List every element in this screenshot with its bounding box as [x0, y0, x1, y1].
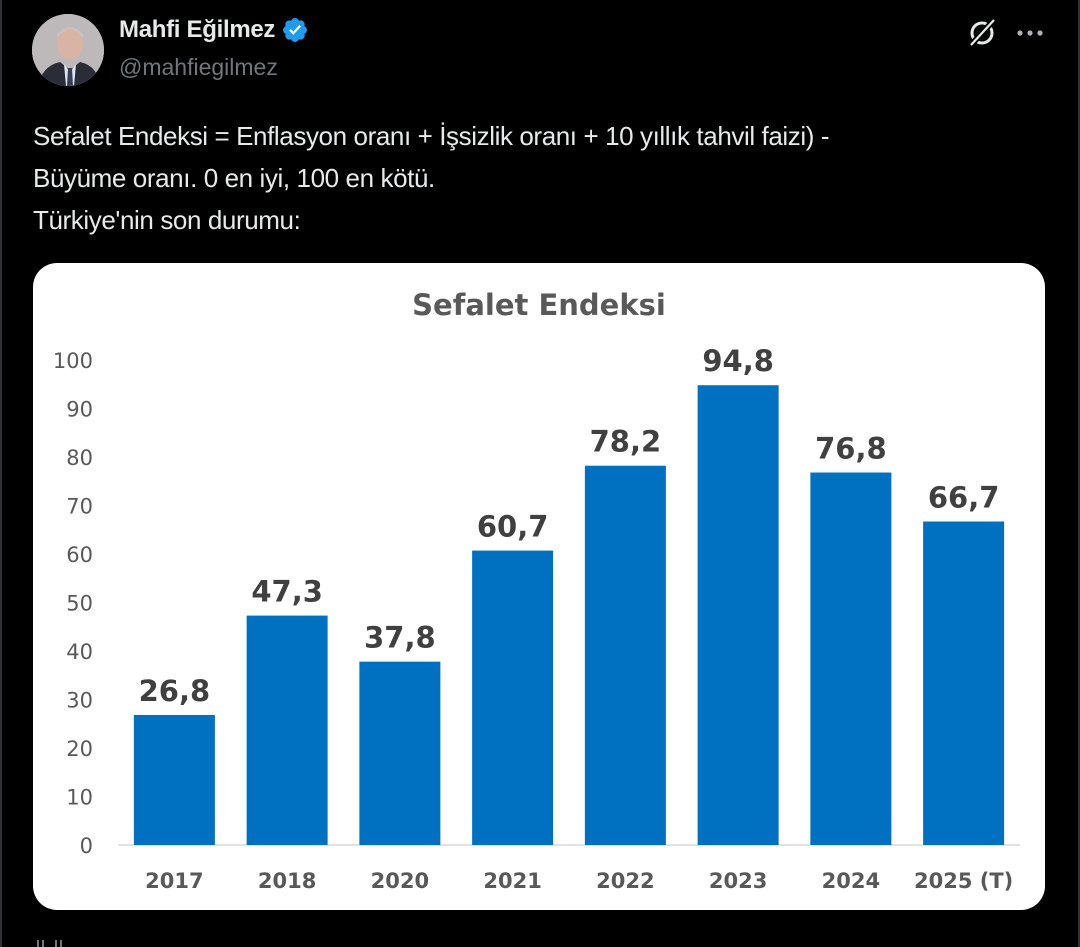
data-label: 26,8 [139, 674, 211, 708]
x-tick-label: 2018 [258, 869, 316, 893]
y-tick-label: 0 [80, 834, 93, 858]
y-tick-label: 50 [66, 592, 93, 616]
author-name-row[interactable]: Mahfi Eğilmez [119, 16, 309, 44]
x-tick-label: 2021 [483, 869, 541, 893]
x-tick-label: 2022 [596, 869, 654, 893]
bar-chart: Sefalet Endeksi 0 10 20 30 40 50 60 70 80 90 100 2… [53, 288, 1020, 893]
y-tick-label: 100 [53, 349, 93, 373]
tweet-line: Türkiye'nin son durumu: [33, 205, 301, 235]
verified-badge-icon [283, 18, 308, 42]
data-label: 94,8 [702, 344, 774, 378]
grok-icon[interactable] [965, 16, 999, 50]
tweet-text: Sefalet Endeksi = Enflasyon oranı + İşsi… [33, 115, 1043, 241]
bar-2022 [584, 465, 666, 845]
x-tick-label: 2025 (T) [914, 869, 1013, 893]
cut-off-footer-icon [37, 940, 62, 947]
x-tick-label: 2024 [822, 869, 880, 893]
timeline-border-left [0, 0, 2, 947]
x-tick-label: 2020 [371, 869, 429, 893]
bar-2025 (T) [923, 521, 1005, 845]
avatar[interactable] [32, 14, 104, 86]
bar-2018 [246, 615, 328, 845]
tweet-line: Sefalet Endeksi = Enflasyon oranı + İşsi… [33, 121, 830, 151]
x-tick-label: 2023 [709, 869, 767, 893]
data-label: 66,7 [928, 481, 1000, 515]
y-tick-label: 90 [66, 398, 93, 422]
avatar-photo-icon [32, 14, 104, 86]
bar-2021 [472, 550, 554, 845]
author-handle[interactable]: @mahfiegilmez [119, 54, 278, 80]
timeline-border-right [1078, 0, 1080, 947]
chart-image-card[interactable]: Sefalet Endeksi 0 10 20 30 40 50 60 70 80 90 100 2… [33, 263, 1045, 910]
data-label: 47,3 [251, 575, 323, 609]
author-name[interactable]: Mahfi Eğilmez [119, 16, 276, 43]
y-tick-label: 80 [66, 446, 93, 470]
y-tick-label: 20 [66, 737, 93, 761]
chart-title: Sefalet Endeksi [412, 288, 666, 322]
data-label: 60,7 [477, 510, 549, 544]
data-label: 37,8 [364, 621, 436, 655]
bar-2024 [810, 472, 892, 845]
bar-2020 [359, 661, 441, 845]
y-tick-label: 40 [66, 640, 93, 664]
data-label: 78,2 [590, 425, 662, 459]
data-label: 76,8 [815, 432, 887, 466]
y-tick-label: 60 [66, 543, 93, 567]
y-tick-label: 70 [66, 495, 93, 519]
x-tick-label: 2017 [145, 869, 203, 893]
more-options-icon[interactable] [1014, 20, 1046, 46]
tweet-line: Büyüme oranı. 0 en iyi, 100 en kötü. [33, 163, 435, 193]
bar-2017 [133, 715, 215, 845]
y-tick-label: 30 [66, 689, 93, 713]
bar-2023 [697, 385, 779, 845]
y-tick-label: 10 [66, 786, 93, 810]
